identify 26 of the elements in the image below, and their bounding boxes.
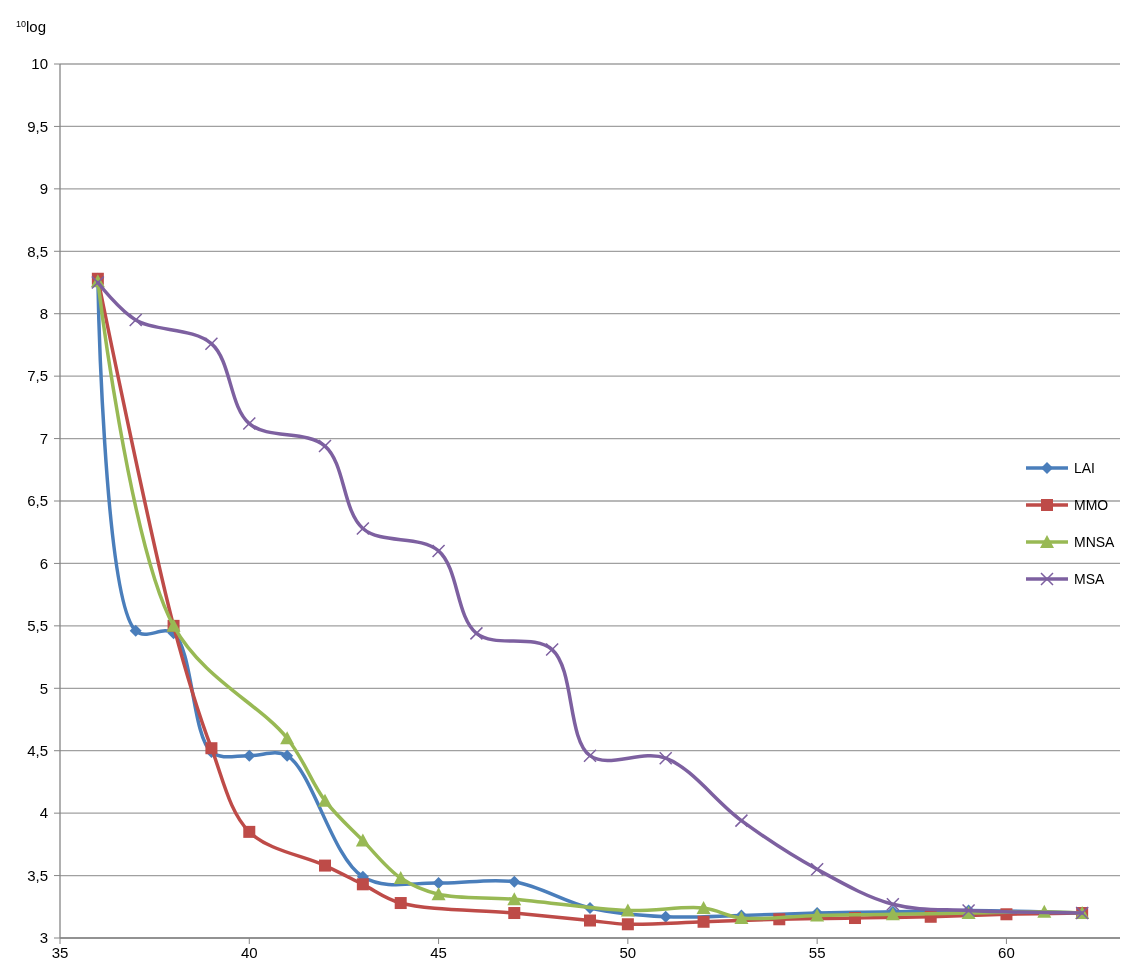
legend-label: MSA [1074,570,1105,587]
legend-label: LAI [1074,459,1096,476]
x-tick-label: 55 [808,944,826,961]
y-axis-title: $^{10}$log [16,18,47,35]
x-tick-label: 60 [998,944,1015,961]
y-tick-label: 10 [31,55,48,73]
x-tick-label: 50 [619,944,637,961]
y-tick-label: 8,5 [27,242,48,260]
y-tick-label: 3,5 [27,866,48,884]
y-tick-label: 7,5 [27,367,48,385]
y-tick-label: 6,5 [27,492,48,510]
legend-label: MMO [1074,496,1109,513]
y-tick-label: 3 [39,929,48,947]
x-tick-label: 40 [240,944,258,961]
y-tick-label: 9,5 [27,117,48,135]
y-tick-label: 4 [39,804,48,822]
y-tick-label: 7 [39,429,48,447]
x-tick-label: 35 [51,944,69,961]
legend-label: MNSA [1074,533,1116,550]
y-tick-label: 8 [39,304,48,322]
y-tick-label: 5 [39,679,48,697]
y-tick-label: 4,5 [27,741,48,759]
y-tick-label: 6 [39,554,48,572]
y-tick-label: 9 [39,180,48,198]
x-tick-label: 45 [430,944,447,961]
y-tick-label: 5,5 [27,617,48,635]
